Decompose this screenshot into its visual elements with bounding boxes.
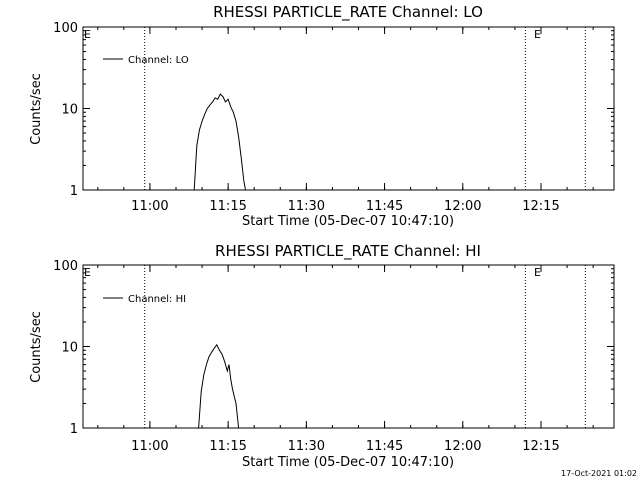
y-tick-label: 100 bbox=[53, 21, 78, 36]
x-tick-label: 11:15 bbox=[209, 199, 246, 214]
y-axis-label: Counts/sec bbox=[29, 311, 44, 383]
plot-frame bbox=[82, 26, 615, 191]
flag-label: E bbox=[84, 28, 91, 41]
x-tick-label: 11:00 bbox=[131, 439, 168, 454]
x-axis-ticks: 11:00 11:15 11:30 11:45 12:00 12:15 bbox=[97, 27, 594, 214]
y-tick-label: 10 bbox=[61, 341, 78, 356]
panel-hi: RHESSI PARTICLE_RATE Channel: HI 11:00 11… bbox=[29, 242, 615, 470]
panel-lo: RHESSI PARTICLE_RATE Channel: LO 11:00 11… bbox=[29, 3, 615, 229]
plot-frame bbox=[82, 264, 615, 429]
x-tick-label: 11:15 bbox=[209, 439, 246, 454]
chart-title: RHESSI PARTICLE_RATE Channel: HI bbox=[215, 242, 481, 261]
series-line-lo bbox=[193, 93, 246, 191]
flag-label: E bbox=[534, 266, 541, 279]
y-tick-label: 1 bbox=[70, 422, 78, 437]
y-axis-ticks: 1 10 100 bbox=[53, 259, 614, 437]
x-axis-label: Start Time (05-Dec-07 10:47:10) bbox=[242, 455, 454, 470]
dotted-lines bbox=[144, 27, 586, 190]
x-tick-label: 12:15 bbox=[522, 199, 559, 214]
flag-label: E bbox=[534, 28, 541, 41]
flag-label: E bbox=[84, 266, 91, 279]
x-tick-label: 12:15 bbox=[522, 439, 559, 454]
footer-timestamp: 17-Oct-2021 01:02 bbox=[561, 469, 637, 478]
y-axis-label: Counts/sec bbox=[29, 73, 44, 145]
y-tick-label: 100 bbox=[53, 259, 78, 274]
legend-entry: Channel: HI bbox=[128, 294, 186, 305]
x-axis-ticks: 11:00 11:15 11:30 11:45 12:00 12:15 bbox=[97, 265, 594, 454]
y-axis-ticks: 1 10 100 bbox=[53, 21, 614, 199]
x-tick-label: 12:00 bbox=[444, 439, 481, 454]
x-tick-label: 11:00 bbox=[131, 199, 168, 214]
x-tick-label: 11:30 bbox=[288, 199, 325, 214]
x-tick-label: 12:00 bbox=[444, 199, 481, 214]
y-tick-label: 10 bbox=[61, 103, 78, 118]
series-line-hi bbox=[198, 343, 240, 429]
y-tick-label: 1 bbox=[70, 184, 78, 199]
x-axis-label: Start Time (05-Dec-07 10:47:10) bbox=[242, 214, 454, 229]
x-tick-label: 11:45 bbox=[366, 199, 403, 214]
chart-title: RHESSI PARTICLE_RATE Channel: LO bbox=[213, 3, 483, 22]
x-tick-label: 11:45 bbox=[366, 439, 403, 454]
dotted-lines bbox=[144, 265, 586, 428]
legend-entry: Channel: LO bbox=[128, 55, 189, 66]
x-tick-label: 11:30 bbox=[288, 439, 325, 454]
